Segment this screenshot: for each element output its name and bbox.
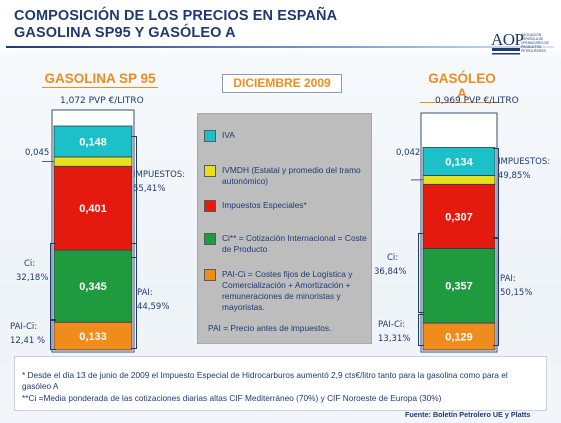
legend-swatch-ivmdh xyxy=(204,165,216,177)
gasolina-impuestos-pct: 55,41% xyxy=(133,184,166,194)
gasolina-label-pai-ci: 0,133 xyxy=(79,331,107,343)
gasolina-impuestos-label: IMPUESTOS: xyxy=(133,170,186,180)
gasolina-ci-pct: 32,18% xyxy=(16,273,49,283)
logo-mark-icon xyxy=(492,48,520,55)
gasoleo-segment-pai-ci xyxy=(422,322,496,351)
legend-swatch-impuestos-especiales xyxy=(204,200,216,212)
legend-label-pai-ci: PAI-Ci = Costes fijos de Logística y Com… xyxy=(222,269,353,312)
gasolina-ci-annotation: Ci: 32,18% xyxy=(16,257,48,285)
gasolina-pai-pct: 44,59% xyxy=(137,302,170,312)
gasolina-pai-ci-bracket xyxy=(50,320,56,350)
gasoleo-segment-impuestos-especiales xyxy=(422,183,496,249)
date-badge: DICIEMBRE 2009 xyxy=(222,74,342,93)
gasolina-segment-ci xyxy=(53,249,133,323)
gasolina-impuestos-bracket xyxy=(131,136,137,258)
gasoleo-ci-pct: 36,84% xyxy=(374,267,407,277)
gasolina-ivmdh-value: 0,045 xyxy=(25,148,50,158)
gasoleo-title: GASÓLEO A xyxy=(420,71,504,103)
gasoleo-total-price: 0,969 PVP €/LITRO xyxy=(435,96,519,106)
gasoleo-ivmdh-value: 0,042 xyxy=(396,148,421,158)
footnote-2: **Ci =Media ponderada de las cotizacione… xyxy=(22,393,442,403)
gasoleo-impuestos-pct: 49,85% xyxy=(498,171,531,181)
gasolina-pai-ci-label: PAI-Ci: xyxy=(10,322,38,332)
legend-swatch-pai-ci xyxy=(204,269,216,281)
gasolina-impuestos-annotation: IMPUESTOS: 55,41% xyxy=(133,168,185,196)
gasoleo-segment-ivmdh xyxy=(422,175,496,185)
gasolina-title: GASOLINA SP 95 xyxy=(42,71,158,88)
gasoleo-pai-bracket xyxy=(493,238,499,346)
legend-label-iva: IVA xyxy=(222,130,235,140)
gasoleo-impuestos-bracket xyxy=(493,148,499,238)
gasoleo-segment-iva xyxy=(422,147,496,176)
footnote-1: * Desde el día 13 de junio de 2009 el Im… xyxy=(22,370,508,391)
gasoleo-pai-label: PAI: xyxy=(500,274,516,284)
gasolina-label-impuestos-especiales: 0,401 xyxy=(79,203,107,215)
gasoleo-pai-ci-pct: 13,31% xyxy=(378,334,411,344)
footnotes-box xyxy=(14,356,547,411)
gasoleo-label-ci: 0,357 xyxy=(445,281,473,293)
legend: IVA IVMDH (Estatal y promedio del tramo … xyxy=(197,113,372,344)
gasoleo-ci-annotation: Ci: 36,84% xyxy=(374,251,406,279)
logo-text: AOP xyxy=(491,30,524,49)
title-line-1: COMPOSICIÓN DE LOS PRECIOS EN ESPAÑA xyxy=(14,8,338,24)
logo-subtitle: ASOCIACIÓN ESPAÑOLA DE OPERADORES DE PRO… xyxy=(521,33,549,53)
gasolina-ci-bracket xyxy=(50,243,56,320)
gasolina-total-price: 1,072 PVP €/LITRO xyxy=(60,96,144,106)
legend-label-impuestos-especiales: Impuestos Especiales* xyxy=(222,200,307,210)
gasoleo-pai-ci-bracket xyxy=(418,314,424,346)
gasolina-segment-impuestos-especiales xyxy=(53,165,133,251)
gasolina-pai-bracket xyxy=(131,243,137,349)
gasoleo-segment-ci xyxy=(422,247,496,324)
legend-swatch-iva xyxy=(204,130,216,142)
aop-logo: AOP ASOCIACIÓN ESPAÑOLA DE OPERADORES DE… xyxy=(491,30,555,70)
gasolina-pai-annotation: PAI: 44,59% xyxy=(137,286,169,314)
legend-pai-definition: PAI = Precio antes de impuestos. xyxy=(208,323,332,333)
gasoleo-label-pai-ci: 0,129 xyxy=(445,332,473,344)
gasolina-segment-pai-ci xyxy=(53,321,133,351)
gasolina-segment-ivmdh xyxy=(53,156,133,167)
title-divider xyxy=(6,46,554,48)
gasolina-label-ci: 0,345 xyxy=(79,281,107,293)
gasoleo-ci-bracket xyxy=(418,233,424,313)
page-title: COMPOSICIÓN DE LOS PRECIOS EN ESPAÑA GAS… xyxy=(14,8,474,42)
gasoleo-impuestos-annotation: IMPUESTOS: 49,85% xyxy=(498,155,550,183)
source-credit: Fuente: Boletín Petrolero UE y Platts xyxy=(405,410,531,419)
title-line-2: GASOLINA SP95 Y GASÓLEO A xyxy=(14,25,236,41)
legend-swatch-ci xyxy=(204,233,216,245)
gasoleo-label-impuestos-especiales: 0,307 xyxy=(445,211,473,223)
gasolina-segment-iva xyxy=(53,125,133,158)
gasolina-pai-ci-annotation: PAI-Ci: 12,41 % xyxy=(10,320,45,348)
gasoleo-pai-ci-label: PAI-Ci: xyxy=(378,320,406,330)
gasoleo-label-iva: 0,134 xyxy=(445,157,473,169)
gasolina-pai-ci-pct: 12,41 % xyxy=(10,336,46,346)
gasolina-ci-label: Ci: xyxy=(24,259,36,269)
gasoleo-pai-ci-annotation: PAI-Ci: 13,31% xyxy=(378,318,410,346)
legend-label-ivmdh: IVMDH (Estatal y promedio del tramo auto… xyxy=(222,165,361,186)
gasoleo-ci-label: Ci: xyxy=(387,253,399,263)
gasoleo-pai-annotation: PAI: 50,15% xyxy=(500,272,532,300)
legend-label-ci: Ci** = Cotización Internacional = Coste … xyxy=(222,233,367,254)
gasoleo-impuestos-label: IMPUESTOS: xyxy=(498,157,551,167)
gasolina-pai-label: PAI: xyxy=(137,288,153,298)
gasolina-label-iva: 0,148 xyxy=(79,137,107,149)
gasoleo-pai-pct: 50,15% xyxy=(500,288,533,298)
